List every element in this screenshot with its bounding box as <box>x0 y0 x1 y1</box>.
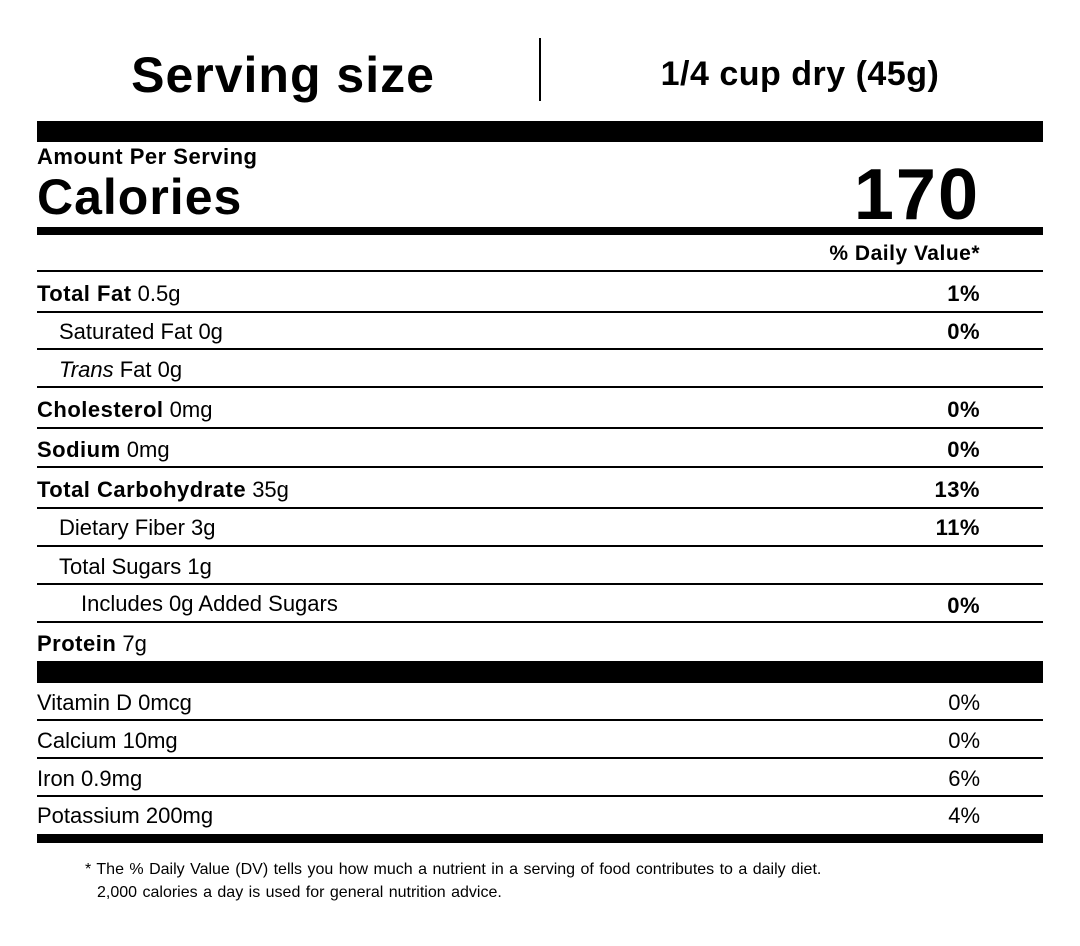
rule <box>37 583 1043 585</box>
nutrient-row: Total Fat 0.5g 1% <box>37 279 980 309</box>
rule <box>37 507 1043 509</box>
nutrient-amount: 0g <box>157 357 183 382</box>
calories-label: Calories <box>37 169 243 225</box>
rule <box>37 348 1043 350</box>
medium-rule <box>37 227 1043 235</box>
vitamin-row: Potassium 200mg 4% <box>37 801 980 831</box>
nutrient-row: Cholesterol 0mg 0% <box>37 395 980 425</box>
footnote-line: 2,000 calories a day is used for general… <box>97 884 502 901</box>
thick-rule <box>37 661 1043 683</box>
nutrient-amount: 0g <box>198 319 223 344</box>
nutrient-name: Sodium <box>37 437 121 462</box>
nutrient-name: Saturated Fat <box>59 319 193 344</box>
nutrient-name: Includes 0g Added Sugars <box>81 591 338 616</box>
serving-label: Serving size <box>131 47 435 103</box>
nutrient-amount: 0.5g <box>137 281 181 306</box>
nutrient-name: Total Carbohydrate <box>37 477 247 502</box>
nutrient-name: Cholesterol <box>37 397 164 422</box>
daily-value: 0% <box>947 437 980 462</box>
nutrient-row: Trans Fat 0g <box>37 355 980 385</box>
daily-value: 0% <box>947 593 980 618</box>
daily-value-header: % Daily Value* <box>829 242 980 265</box>
vitamin-name: Calcium <box>37 728 117 753</box>
rule <box>37 621 1043 623</box>
rule <box>37 311 1043 313</box>
daily-value: 6% <box>948 766 980 791</box>
divider <box>539 38 541 101</box>
vitamin-name: Iron <box>37 766 75 791</box>
rule <box>37 427 1043 429</box>
nutrient-row: Total Carbohydrate 35g 13% <box>37 475 980 505</box>
vitamin-amount: 0.9mg <box>81 766 143 791</box>
calories-value: 170 <box>853 155 980 235</box>
footnote-text: The % Daily Value (DV) tells you how muc… <box>96 861 822 878</box>
rule <box>37 270 1043 272</box>
nutrient-name: Protein <box>37 631 117 656</box>
amount-per-serving: Amount Per Serving <box>37 144 258 169</box>
nutrient-name: Fat <box>119 357 152 382</box>
nutrient-name: Dietary Fiber <box>59 515 185 540</box>
vitamin-name: Vitamin D <box>37 690 132 715</box>
nutrient-row: Total Sugars 1g <box>37 552 980 582</box>
rule <box>37 719 1043 721</box>
daily-value: 0% <box>947 397 980 422</box>
rule <box>37 466 1043 468</box>
daily-value: 0% <box>948 690 980 715</box>
rule <box>37 795 1043 797</box>
nutrient-amount: 1g <box>187 554 212 579</box>
vitamin-row: Calcium 10mg 0% <box>37 726 980 756</box>
daily-value: 0% <box>947 319 980 344</box>
vitamin-amount: 0mcg <box>138 690 192 715</box>
nutrient-amount: 35g <box>252 477 289 502</box>
daily-value: 0% <box>948 728 980 753</box>
rule <box>37 757 1043 759</box>
medium-rule <box>37 834 1043 843</box>
nutrient-amount: 0mg <box>126 437 170 462</box>
daily-value: 1% <box>947 281 980 306</box>
nutrient-name: Total Fat <box>37 281 132 306</box>
vitamin-name: Potassium <box>37 803 140 828</box>
vitamin-amount: 10mg <box>122 728 178 753</box>
rule <box>37 386 1043 388</box>
daily-value: 11% <box>935 515 980 540</box>
serving-value: 1/4 cup dry (45g) <box>660 55 940 93</box>
vitamin-row: Iron 0.9mg 6% <box>37 764 980 794</box>
rule <box>37 545 1043 547</box>
vitamin-amount: 200mg <box>145 803 214 828</box>
nutrient-amount: 7g <box>122 631 147 656</box>
nutrient-row: Saturated Fat 0g 0% <box>37 317 980 347</box>
daily-value: 4% <box>948 803 980 828</box>
nutrient-row: Includes 0g Added Sugars 0% <box>37 589 980 619</box>
daily-value: 13% <box>934 477 980 502</box>
nutrient-name: Total Sugars <box>59 554 182 579</box>
vitamin-row: Vitamin D 0mcg 0% <box>37 688 980 718</box>
footnote: * The % Daily Value (DV) tells you how m… <box>85 858 821 904</box>
nutrient-row: Sodium 0mg 0% <box>37 435 980 465</box>
nutrient-row: Protein 7g <box>37 629 980 659</box>
thick-rule <box>37 121 1043 142</box>
footnote-marker: * <box>85 861 92 878</box>
nutrient-row: Dietary Fiber 3g 11% <box>37 513 980 543</box>
footnote-line: * The % Daily Value (DV) tells you how m… <box>85 858 821 881</box>
nutrient-name-italic: Trans <box>59 357 114 382</box>
nutrient-amount: 3g <box>191 515 216 540</box>
nutrient-amount: 0mg <box>169 397 213 422</box>
